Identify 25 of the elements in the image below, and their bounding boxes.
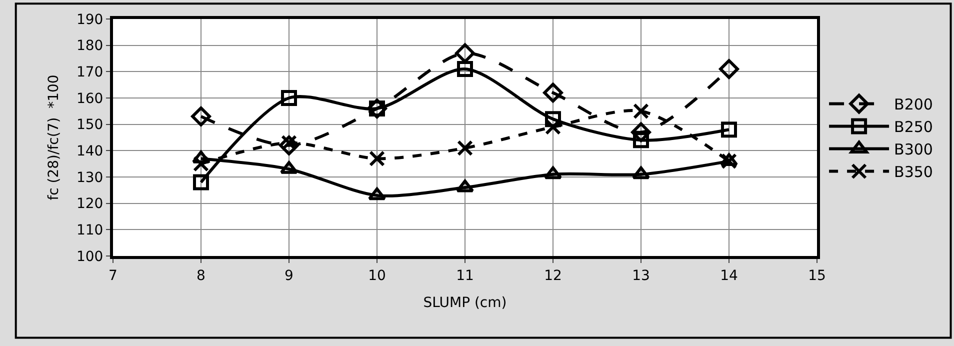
y-tick-label: 190 (76, 12, 104, 28)
x-tick-label: 14 (720, 268, 738, 284)
y-tick-label: 100 (76, 248, 104, 265)
x-tick-label: 11 (456, 268, 474, 284)
x-tick-label: 7 (108, 268, 118, 284)
x-axis-title: SLUMP (cm) (423, 295, 507, 312)
y-tick-label: 110 (76, 222, 104, 239)
legend-label: B200 (894, 96, 933, 114)
y-tick-label: 150 (76, 117, 104, 134)
y-tick-label: 180 (76, 38, 104, 54)
y-tick-label: 130 (76, 170, 104, 186)
x-tick-label: 9 (284, 268, 294, 284)
y-tick-label: 120 (76, 196, 104, 212)
x-tick-label: 8 (196, 268, 206, 284)
y-tick-label: 170 (76, 64, 104, 81)
x-tick-label: 13 (632, 268, 650, 284)
legend-label: B250 (894, 118, 933, 136)
x-tick-label: 10 (368, 268, 386, 284)
legend-label: B350 (894, 163, 933, 182)
y-tick-label: 160 (76, 90, 104, 107)
y-axis-title: fc (28)/fc(7) *100 (46, 74, 62, 200)
y-tick-label: 140 (76, 144, 104, 160)
x-tick-label: 12 (544, 268, 562, 284)
x-tick-label: 15 (808, 268, 826, 284)
legend-label: B300 (894, 140, 933, 159)
